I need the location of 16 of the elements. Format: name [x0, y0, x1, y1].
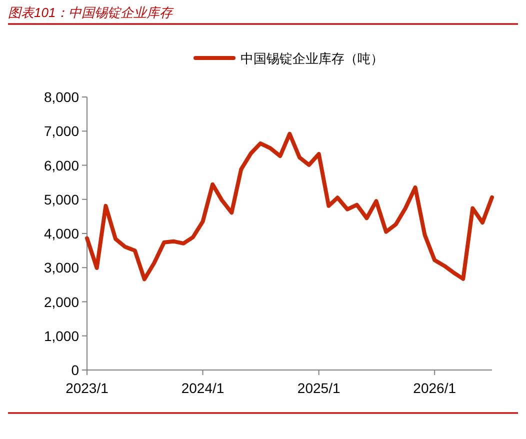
y-tick-label: 8,000 [44, 89, 80, 105]
y-tick-label: 2,000 [44, 294, 80, 310]
x-tick-label: 2026/1 [413, 380, 456, 396]
chart-title: 图表101：中国锡锭企业库存 [8, 5, 175, 20]
legend-label: 中国锡锭企业库存（吨） [240, 51, 384, 66]
y-tick-label: 0 [71, 362, 80, 378]
y-tick-label: 1,000 [44, 328, 80, 344]
y-tick-label: 7,000 [44, 123, 80, 140]
y-tick-label: 4,000 [44, 226, 80, 242]
y-tick-label: 3,000 [44, 260, 80, 276]
y-tick-label: 5,000 [44, 191, 80, 208]
x-tick-label: 2023/1 [66, 380, 109, 396]
x-tick-label: 2025/1 [297, 380, 340, 396]
y-tick-label: 6,000 [44, 157, 80, 174]
line-series [85, 132, 494, 282]
x-tick-label: 2024/1 [181, 380, 224, 396]
